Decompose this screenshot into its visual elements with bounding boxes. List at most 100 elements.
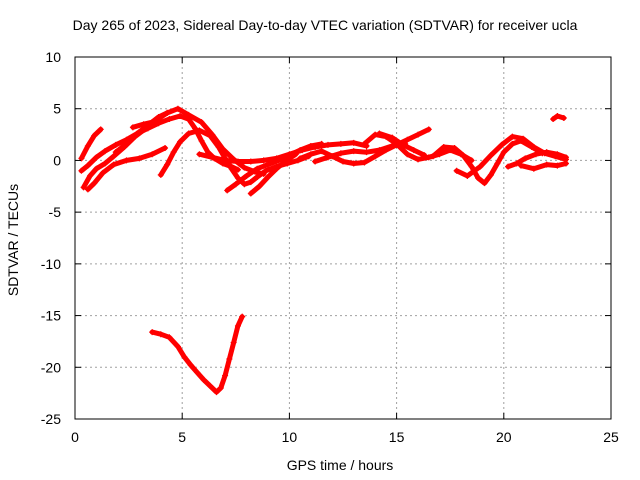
- data-point: [149, 329, 156, 336]
- data-point: [264, 173, 271, 180]
- data-point: [498, 141, 505, 148]
- data-point: [532, 151, 539, 158]
- data-point: [200, 376, 207, 383]
- data-point: [213, 389, 220, 396]
- data-point: [530, 143, 537, 150]
- series-arc-12: [312, 140, 409, 165]
- data-point: [415, 156, 422, 163]
- data-point: [198, 119, 205, 126]
- data-point: [78, 155, 85, 162]
- data-point: [157, 171, 164, 178]
- y-tick-label: -10: [41, 256, 61, 272]
- series-arc-4: [84, 145, 169, 193]
- data-point: [517, 162, 524, 169]
- data-point: [543, 161, 550, 168]
- x-tick-label: 10: [282, 429, 298, 445]
- data-point: [554, 112, 561, 119]
- data-point: [562, 154, 569, 161]
- series-arc-5: [112, 109, 171, 156]
- data-point: [187, 362, 194, 369]
- data-point: [487, 152, 494, 159]
- x-tick-label: 20: [496, 429, 512, 445]
- data-point: [376, 147, 383, 154]
- data-point: [522, 155, 529, 162]
- data-point: [123, 157, 130, 164]
- data-point: [509, 140, 516, 147]
- data-point: [415, 131, 422, 138]
- data-point: [241, 181, 248, 188]
- data-point: [247, 158, 254, 165]
- data-point: [324, 141, 331, 148]
- series-trace: [78, 126, 104, 161]
- data-point: [243, 172, 250, 179]
- chart-title: Day 265 of 2023, Sidereal Day-to-day VTE…: [73, 17, 578, 33]
- data-point: [80, 184, 87, 191]
- data-point: [102, 148, 109, 155]
- x-tick-label: 5: [178, 429, 186, 445]
- data-point: [254, 173, 261, 180]
- series-arc-3: [78, 126, 104, 162]
- data-point: [174, 343, 181, 350]
- data-point: [222, 157, 229, 164]
- data-point: [500, 149, 507, 156]
- data-point: [196, 127, 203, 134]
- data-point: [430, 153, 437, 160]
- series-arc-18: [517, 160, 569, 172]
- data-point: [262, 167, 269, 174]
- data-point: [164, 161, 171, 168]
- data-point: [560, 115, 567, 122]
- data-point: [112, 149, 119, 156]
- data-point: [198, 137, 205, 144]
- data-point: [234, 322, 241, 329]
- data-point: [273, 155, 280, 162]
- x-axis-label: GPS time / hours: [287, 457, 394, 473]
- series-arc-19: [550, 112, 567, 123]
- series-trace: [149, 314, 245, 395]
- data-point: [481, 180, 488, 187]
- data-point: [509, 133, 516, 140]
- data-point: [312, 143, 319, 150]
- data-point: [350, 139, 357, 146]
- data-point: [230, 339, 237, 346]
- series-trace: [312, 141, 408, 164]
- data-point: [404, 136, 411, 143]
- data-point: [273, 165, 280, 172]
- data-point: [312, 158, 319, 165]
- data-point: [177, 138, 184, 145]
- data-point: [234, 158, 241, 165]
- data-point: [185, 130, 192, 137]
- data-point: [340, 158, 346, 165]
- data-point: [460, 152, 467, 159]
- data-point: [410, 147, 417, 154]
- data-point: [464, 172, 471, 179]
- data-point: [78, 167, 85, 174]
- data-point: [363, 149, 370, 156]
- data-point: [129, 124, 136, 131]
- y-tick-label: 10: [45, 49, 61, 65]
- data-point: [520, 135, 527, 142]
- y-tick-label: -20: [41, 359, 61, 375]
- data-point: [505, 163, 512, 170]
- series-arc-17: [505, 149, 569, 170]
- series-trace: [85, 145, 168, 192]
- data-point: [177, 112, 184, 119]
- data-point: [157, 331, 164, 338]
- data-point: [234, 166, 241, 173]
- series-arc-10: [196, 139, 370, 165]
- plot-frame: [74, 56, 612, 420]
- data-point: [324, 154, 331, 161]
- data-point: [247, 179, 254, 186]
- data-point: [155, 120, 162, 127]
- data-point: [84, 162, 91, 169]
- data-point: [149, 151, 156, 158]
- data-point: [256, 183, 263, 190]
- data-point: [562, 160, 569, 167]
- data-point: [260, 157, 267, 164]
- data-point: [554, 151, 561, 158]
- data-point: [110, 161, 117, 168]
- data-point: [91, 180, 98, 187]
- data-point: [361, 159, 368, 166]
- data-point: [307, 151, 314, 158]
- data-point: [372, 153, 379, 160]
- data-point: [209, 154, 216, 161]
